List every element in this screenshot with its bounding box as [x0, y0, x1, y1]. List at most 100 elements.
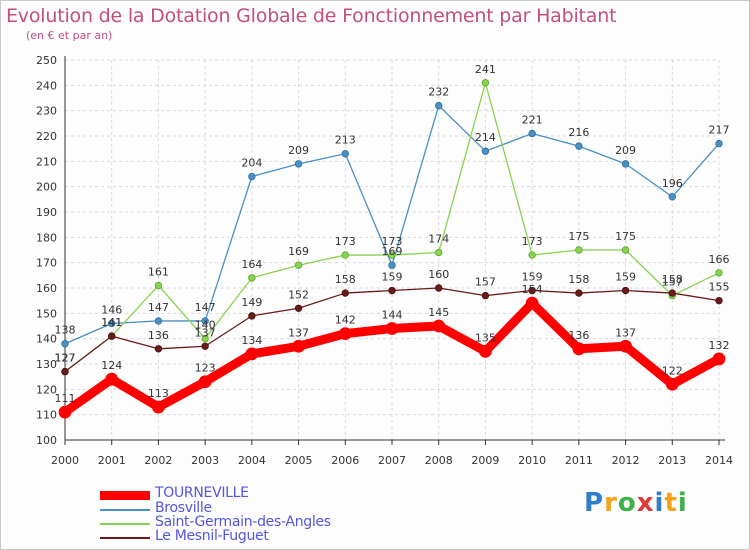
- data-point-saint-germain-des-angles[interactable]: [528, 251, 536, 259]
- data-point-tourneville[interactable]: [572, 342, 586, 356]
- data-point-saint-germain-des-angles[interactable]: [248, 274, 256, 282]
- data-point-tourneville[interactable]: [245, 347, 259, 361]
- data-point-brosville[interactable]: [248, 172, 256, 181]
- legend-label: TOURNEVILLE: [155, 485, 249, 501]
- y-tick-label: 240: [36, 79, 57, 92]
- data-label-saint-germain-des-angles: 164: [241, 258, 262, 271]
- data-label-brosville: 147: [148, 301, 169, 314]
- data-label-saint-germain-des-angles: 241: [475, 63, 496, 76]
- y-tick-label: 100: [36, 434, 57, 447]
- data-point-tourneville[interactable]: [619, 339, 632, 353]
- data-point-tourneville[interactable]: [385, 322, 399, 335]
- data-label-le-mesnil-fuguet: 137: [195, 326, 216, 339]
- data-point-le-mesnil-fuguet[interactable]: [154, 345, 163, 353]
- legend-swatch: [100, 537, 150, 539]
- data-label-le-mesnil-fuguet: 136: [148, 329, 169, 342]
- data-point-le-mesnil-fuguet[interactable]: [621, 286, 630, 295]
- data-label-le-mesnil-fuguet: 159: [382, 271, 403, 284]
- data-point-le-mesnil-fuguet[interactable]: [201, 342, 209, 350]
- data-point-le-mesnil-fuguet[interactable]: [388, 286, 396, 295]
- data-label-tourneville: 134: [241, 334, 262, 347]
- data-point-saint-germain-des-angles[interactable]: [341, 251, 349, 259]
- data-point-le-mesnil-fuguet[interactable]: [294, 304, 303, 312]
- data-point-saint-germain-des-angles[interactable]: [575, 246, 583, 254]
- data-point-le-mesnil-fuguet[interactable]: [481, 291, 490, 300]
- data-label-tourneville: 122: [662, 364, 683, 377]
- data-point-le-mesnil-fuguet[interactable]: [528, 286, 536, 295]
- data-point-saint-germain-des-angles[interactable]: [621, 246, 630, 254]
- x-tick-label: 2009: [471, 454, 499, 467]
- data-point-le-mesnil-fuguet[interactable]: [668, 289, 676, 297]
- data-point-tourneville[interactable]: [105, 372, 119, 386]
- data-point-tourneville[interactable]: [479, 344, 492, 358]
- data-point-tourneville[interactable]: [665, 377, 679, 391]
- data-point-brosville[interactable]: [201, 317, 209, 325]
- data-label-tourneville: 124: [101, 359, 122, 372]
- data-point-brosville[interactable]: [715, 139, 723, 148]
- data-point-le-mesnil-fuguet[interactable]: [61, 367, 69, 376]
- data-label-brosville: 217: [709, 124, 730, 137]
- data-label-le-mesnil-fuguet: 141: [101, 316, 122, 329]
- data-point-brosville[interactable]: [481, 147, 490, 155]
- data-point-tourneville[interactable]: [152, 400, 165, 414]
- data-label-saint-germain-des-angles: 157: [662, 276, 683, 289]
- data-point-le-mesnil-fuguet[interactable]: [108, 332, 116, 340]
- data-point-saint-germain-des-angles[interactable]: [481, 79, 490, 87]
- data-label-le-mesnil-fuguet: 160: [428, 268, 449, 281]
- x-tick-label: 2004: [238, 454, 266, 467]
- data-point-saint-germain-des-angles[interactable]: [201, 334, 209, 343]
- data-point-brosville[interactable]: [108, 319, 116, 328]
- legend-label: Brosville: [155, 500, 212, 516]
- data-point-le-mesnil-fuguet[interactable]: [715, 296, 723, 305]
- x-tick-label: 2001: [98, 454, 126, 467]
- data-point-saint-germain-des-angles[interactable]: [435, 248, 443, 257]
- data-point-brosville[interactable]: [61, 340, 69, 348]
- data-label-tourneville: 136: [568, 329, 589, 342]
- data-label-saint-germain-des-angles: 166: [709, 253, 730, 266]
- logo-letter: r: [604, 488, 618, 518]
- legend-swatch: [100, 523, 150, 525]
- data-label-brosville: 209: [288, 144, 309, 157]
- data-point-saint-germain-des-angles[interactable]: [294, 261, 303, 269]
- data-point-le-mesnil-fuguet[interactable]: [248, 312, 256, 320]
- data-point-brosville[interactable]: [154, 317, 163, 325]
- data-point-brosville[interactable]: [575, 142, 583, 150]
- legend-swatch: [100, 509, 150, 511]
- x-tick-label: 2013: [658, 454, 686, 467]
- chart-title: Evolution de la Dotation Globale de Fonc…: [6, 5, 617, 27]
- data-point-brosville[interactable]: [294, 160, 303, 168]
- data-point-le-mesnil-fuguet[interactable]: [575, 289, 583, 297]
- data-label-brosville: 146: [101, 303, 122, 316]
- data-point-brosville[interactable]: [668, 193, 676, 201]
- data-point-brosville[interactable]: [528, 129, 536, 138]
- data-point-le-mesnil-fuguet[interactable]: [435, 284, 443, 292]
- data-point-saint-germain-des-angles[interactable]: [388, 251, 396, 259]
- data-point-brosville[interactable]: [388, 261, 396, 269]
- data-point-tourneville[interactable]: [712, 352, 726, 366]
- data-label-brosville: 169: [382, 245, 403, 258]
- data-label-brosville: 232: [428, 86, 449, 99]
- data-point-brosville[interactable]: [621, 160, 630, 168]
- data-point-tourneville[interactable]: [292, 339, 305, 353]
- data-label-le-mesnil-fuguet: 149: [241, 296, 262, 309]
- data-point-brosville[interactable]: [435, 101, 443, 110]
- y-tick-label: 110: [36, 409, 57, 422]
- legend-label: Le Mesnil-Fuguet: [155, 528, 269, 544]
- data-point-saint-germain-des-angles[interactable]: [715, 269, 723, 277]
- data-point-tourneville[interactable]: [58, 405, 72, 419]
- data-point-brosville[interactable]: [341, 150, 349, 158]
- data-point-tourneville[interactable]: [198, 375, 212, 389]
- data-point-tourneville[interactable]: [432, 319, 446, 333]
- x-tick-label: 2008: [425, 454, 453, 467]
- data-label-tourneville: 137: [615, 326, 636, 339]
- logo-letter: x: [636, 488, 655, 518]
- data-point-tourneville[interactable]: [338, 327, 352, 341]
- data-point-le-mesnil-fuguet[interactable]: [341, 289, 349, 297]
- data-point-saint-germain-des-angles[interactable]: [154, 281, 163, 290]
- y-tick-label: 160: [36, 282, 57, 295]
- data-label-saint-germain-des-angles: 161: [148, 265, 169, 278]
- data-label-brosville: 214: [475, 131, 496, 144]
- data-point-tourneville[interactable]: [525, 296, 539, 310]
